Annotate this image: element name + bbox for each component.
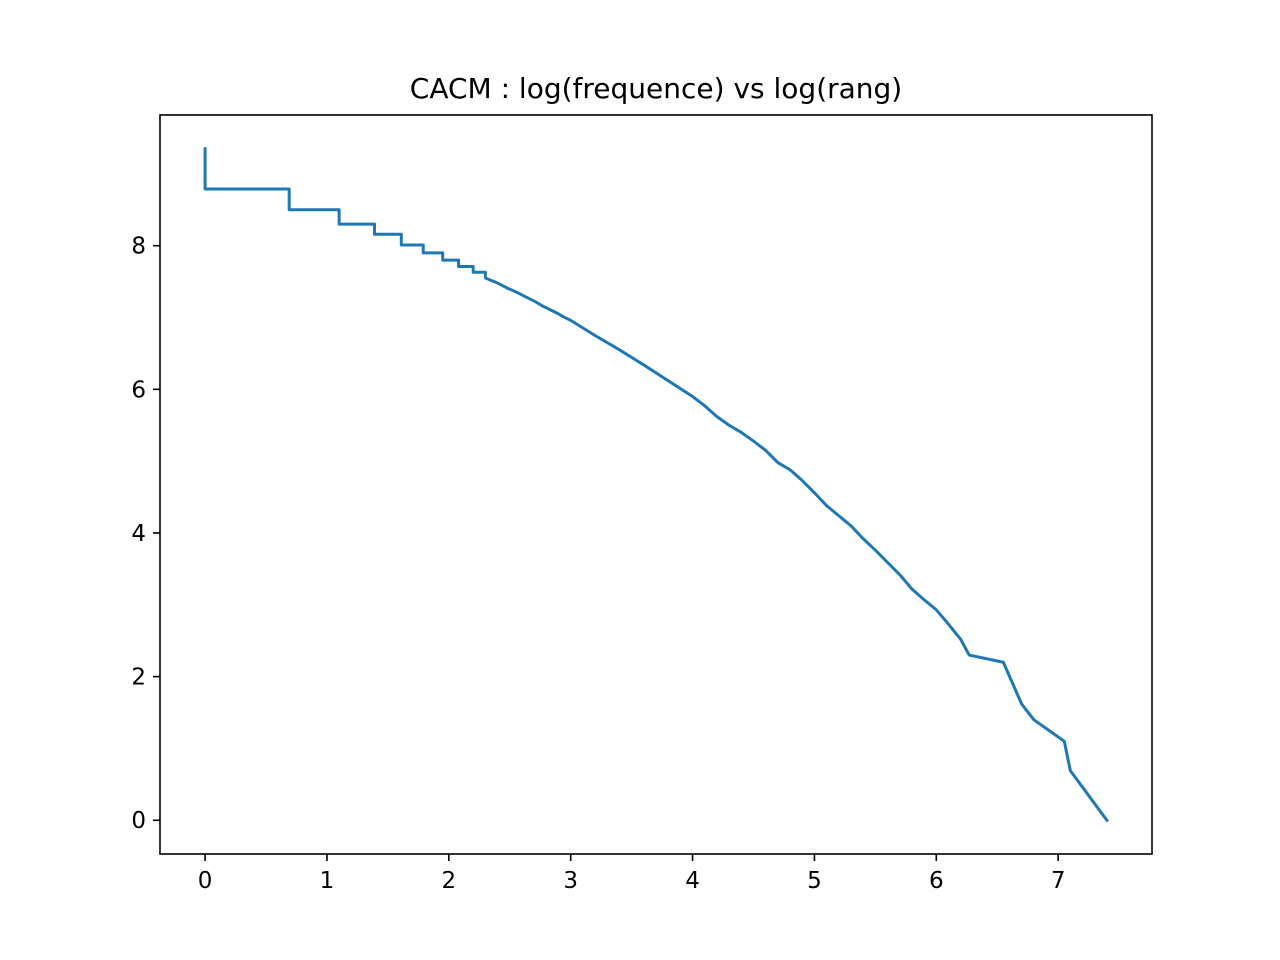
chart-title: CACM : log(frequence) vs log(rang) xyxy=(410,72,902,105)
series-line-0 xyxy=(203,147,1110,823)
y-axis: 0 2 4 6 8 xyxy=(131,234,160,834)
y-tick-label: 2 xyxy=(131,665,146,691)
x-axis: 0 1 2 3 4 5 6 7 xyxy=(198,854,1066,894)
plot-area xyxy=(203,147,1110,823)
x-tick-label: 1 xyxy=(320,868,335,894)
axes-frame xyxy=(159,114,1153,855)
y-tick-label: 8 xyxy=(131,234,146,260)
x-tick-label: 5 xyxy=(807,868,822,894)
y-tick-label: 4 xyxy=(131,521,146,547)
y-tick-label: 6 xyxy=(131,377,146,403)
x-tick-label: 4 xyxy=(685,868,700,894)
x-tick-label: 0 xyxy=(198,868,213,894)
x-tick-label: 3 xyxy=(563,868,578,894)
y-tick-label: 0 xyxy=(131,808,146,834)
x-tick-label: 2 xyxy=(442,868,457,894)
x-tick-label: 6 xyxy=(929,868,944,894)
x-tick-label: 7 xyxy=(1051,868,1066,894)
